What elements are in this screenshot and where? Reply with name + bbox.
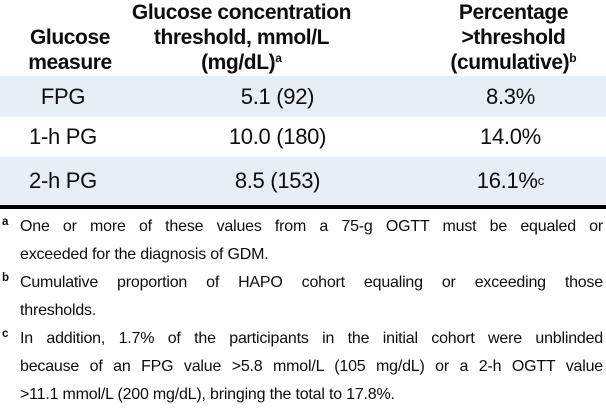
cell-measure: FPG [40,83,86,109]
footnote-line: a One or more of these values from a 75-g… [2,215,603,235]
cell-percentage: 14.0% [480,124,541,149]
cell-percentage: 8.3% [486,83,535,109]
header-line: measure [28,51,112,74]
cell-percentage-text: 16.1% [476,168,538,193]
header-line: Percentage [458,1,569,24]
table-row-2h-pg: 2-h PG 8.5 (153) 16.1% c [0,157,606,205]
footnote-line: >11.1 mmol/L (200 mg/dL), bringing the t… [20,385,395,403]
footnote-line: c In addition, 1.7% of the participants i… [2,327,603,347]
footnote-c: c In addition, 1.7% of the participants i… [2,325,603,409]
footnote-text: One or more of these values from a 75-g … [20,217,603,235]
header-line-text: (cumulative) [450,51,570,74]
footnote-line: because of an FPG value >5.8 mmol/L (105… [20,357,603,375]
header-cell-percentage: Percentage >threshold (cumulative)b [418,0,606,78]
table-header-row: Glucose measure Glucose concentration th… [0,0,606,76]
footnote-text: Cumulative proportion of HAPO cohort equ… [20,273,603,291]
cell-threshold: 8.5 (153) [234,168,321,193]
footnote-a: a One or more of these values from a 75-g… [2,213,603,269]
footnote-b: b Cumulative proportion of HAPO cohort eq… [2,269,603,325]
cell-threshold: 5.1 (92) [240,83,315,109]
footnote-ref-b: b [569,51,577,65]
footnote-line: thresholds. [20,301,97,319]
footnote-line: exceeded for the diagnosis of GDM. [20,245,269,263]
header-cell-glucose-measure: Glucose measure [0,0,140,78]
header-line: (cumulative)b [450,50,576,75]
header-line: >threshold [461,26,566,49]
cell-measure: 2-h PG [29,168,97,193]
header-cell-threshold: Glucose concentration threshold, mmol/L … [104,0,379,78]
table-bottom-rule [0,205,606,209]
cell-threshold: 10.0 (180) [228,124,327,149]
header-line: (mg/dL)a [201,50,282,75]
header-line: Glucose concentration [131,1,352,24]
footnote-text: In addition, 1.7% of the participants in… [20,329,603,347]
footnote-ref-a: a [275,51,282,65]
table-row-fpg: FPG 5.1 (92) 8.3% [0,76,606,117]
footnote-line: b Cumulative proportion of HAPO cohort eq… [2,271,603,291]
cell-percentage: 16.1% c [476,168,545,193]
table-footnotes: a One or more of these values from a 75-g… [0,209,606,409]
header-line-text: (mg/dL) [201,51,276,74]
cell-measure: 1-h PG [29,124,97,149]
header-line: Glucose [29,26,111,49]
header-line: threshold, mmol/L [153,26,330,49]
thresholds-table: Glucose measure Glucose concentration th… [0,0,606,205]
table-row-1h-pg: 1-h PG 10.0 (180) 14.0% [0,117,606,157]
